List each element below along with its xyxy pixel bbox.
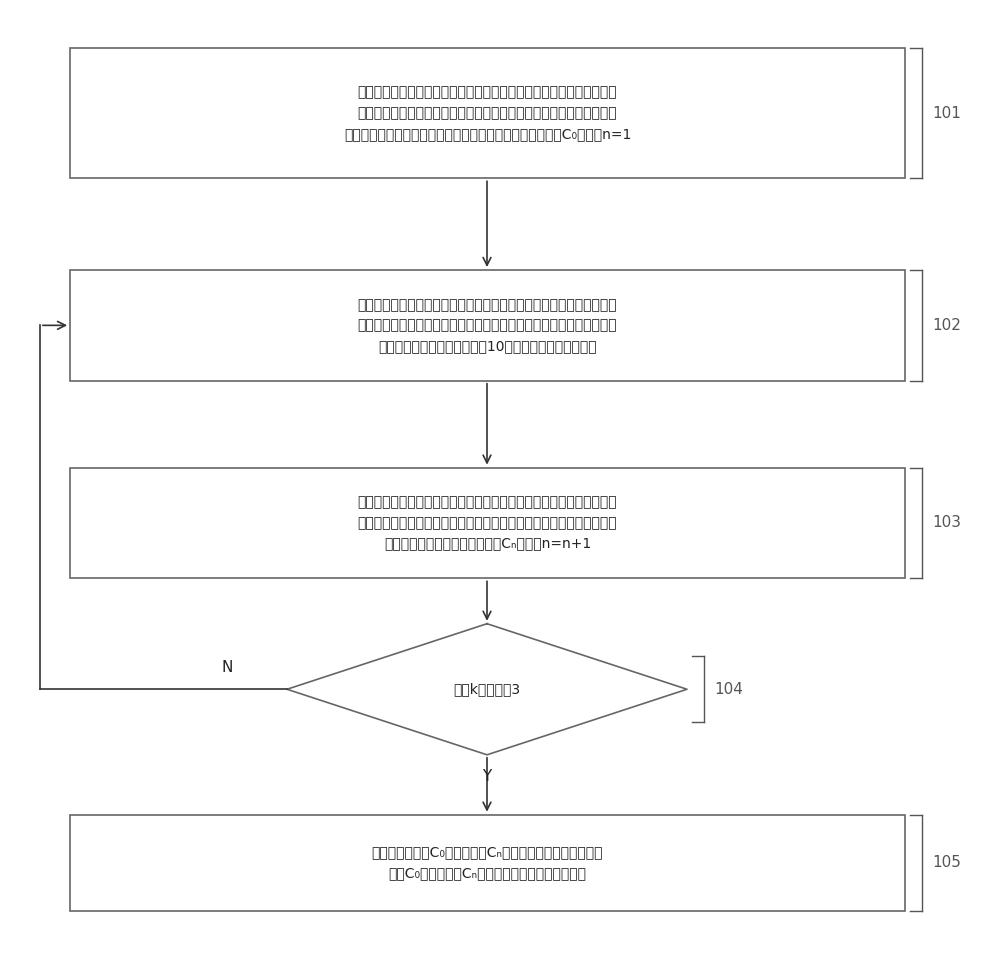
Text: 获取到第三连接指令后，控制六氟化硫泄漏率检测平台通过标准接气孔
与标准纯度检测仪连接，使得标准纯度检测仪对标准气池进行六氟化硫
气体的纯度检测，得到气体纯度Cₙ: 获取到第三连接指令后，控制六氟化硫泄漏率检测平台通过标准接气孔 与标准纯度检测仪… bbox=[358, 495, 617, 550]
Text: N: N bbox=[221, 659, 233, 675]
Text: 103: 103 bbox=[932, 516, 961, 530]
Text: 获取到第二连接指令后，控制六氟化硫泄漏率检测平台通过标准接气孔
与待检六氟化硫在线检测仪连接，使得待检六氟化硫在线检测仪对标准
气池的六氟化硫气体循环执行10次: 获取到第二连接指令后，控制六氟化硫泄漏率检测平台通过标准接气孔 与待检六氟化硫在… bbox=[358, 298, 617, 353]
Polygon shape bbox=[287, 624, 687, 755]
Text: 101: 101 bbox=[932, 106, 961, 120]
Text: 获取到第一连接指令后，控制六氟化硫泄漏率检测平台通过标准接气孔
与标准纯度检测仪连接，使得标准纯度检测仪对六氟化硫泄漏率检测平
台的标准气池进行六氟化硫气体的纯: 获取到第一连接指令后，控制六氟化硫泄漏率检测平台通过标准接气孔 与标准纯度检测仪… bbox=[344, 86, 631, 141]
Text: 获取到标准纯度C₀和气体纯度Cₙ，通过预置第一公式对标准
纯度C₀、气体纯度Cₙ进行计算得到气体标准泄漏率: 获取到标准纯度C₀和气体纯度Cₙ，通过预置第一公式对标准 纯度C₀、气体纯度Cₙ… bbox=[372, 845, 603, 880]
FancyBboxPatch shape bbox=[70, 48, 905, 178]
FancyBboxPatch shape bbox=[70, 468, 905, 578]
Text: 判断k是否大于3: 判断k是否大于3 bbox=[453, 683, 521, 696]
Text: 104: 104 bbox=[714, 682, 743, 697]
Text: 102: 102 bbox=[932, 318, 961, 333]
FancyBboxPatch shape bbox=[70, 815, 905, 911]
Text: 105: 105 bbox=[932, 855, 961, 870]
Text: Y: Y bbox=[482, 769, 492, 785]
FancyBboxPatch shape bbox=[70, 270, 905, 381]
